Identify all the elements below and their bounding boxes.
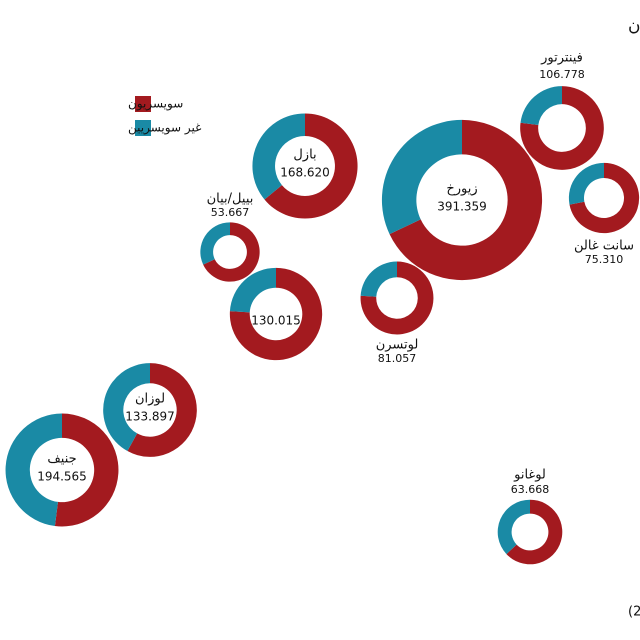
- donut: 130.015: [229, 267, 323, 361]
- donut-segment: [360, 261, 434, 335]
- population-label: 106.778: [539, 68, 585, 81]
- city-name: بييل/بيان: [207, 192, 254, 207]
- donut: زيورخ 391.359: [381, 119, 543, 281]
- donut-segment: [203, 222, 260, 282]
- donut-segment: [520, 86, 604, 170]
- donut-segment: [520, 86, 562, 126]
- legend-label: غير سويسريين: [128, 121, 201, 136]
- donut-segment: [264, 113, 358, 219]
- population-label: 63.668: [511, 483, 550, 496]
- donut: لوزان 133.897: [103, 363, 197, 457]
- donut-segment: [569, 162, 640, 234]
- donut-segment: [506, 499, 563, 565]
- donut-segment: [497, 499, 530, 555]
- donut-segment: [200, 222, 230, 265]
- population-label: 81.057: [378, 352, 417, 365]
- donut-segment: [229, 267, 276, 313]
- donut-segment: [54, 413, 119, 527]
- donut-segment: [229, 267, 323, 361]
- donut-segment: [360, 261, 397, 297]
- city-name: فينترتور: [540, 51, 583, 66]
- donut: جنيف 194.565: [5, 413, 119, 527]
- donut-segment: [5, 413, 62, 527]
- source-note: المصدر: المكتب الفدرالي للإحصاء (أرقام 2…: [628, 603, 640, 620]
- city-name: لوتسرن: [376, 338, 419, 353]
- donut-segment: [381, 119, 462, 235]
- population-label: 130.015: [251, 314, 301, 328]
- legend-swatch: [135, 120, 151, 136]
- donut-segment: [103, 363, 150, 452]
- donut: بازل 168.620: [252, 113, 358, 219]
- population-label: 391.359: [437, 200, 487, 214]
- city-name: لوزان: [135, 392, 165, 407]
- donut-segment: [568, 162, 604, 205]
- population-label: 194.565: [37, 470, 87, 484]
- legend-label: سويسريون: [128, 97, 183, 112]
- population-label: 133.897: [125, 410, 175, 424]
- legend-swatch: [135, 96, 151, 112]
- donut-segment: [127, 363, 197, 457]
- population-label: 53.667: [211, 206, 250, 219]
- city-name: زيورخ: [446, 182, 477, 197]
- donut-segment: [389, 119, 543, 281]
- donut-segment: [252, 113, 305, 200]
- donut: فينترتور 106.778: [520, 51, 604, 170]
- city-name: جنيف: [47, 452, 76, 467]
- chart-title: المُقيمون الأجانب والمحليّون في المدن ال…: [628, 15, 640, 36]
- city-name: بازل: [293, 148, 316, 163]
- city-name: لوغانو: [513, 468, 546, 483]
- population-label: 75.310: [585, 253, 624, 266]
- population-label: 168.620: [280, 166, 330, 180]
- city-name: سانت غالن: [574, 239, 634, 254]
